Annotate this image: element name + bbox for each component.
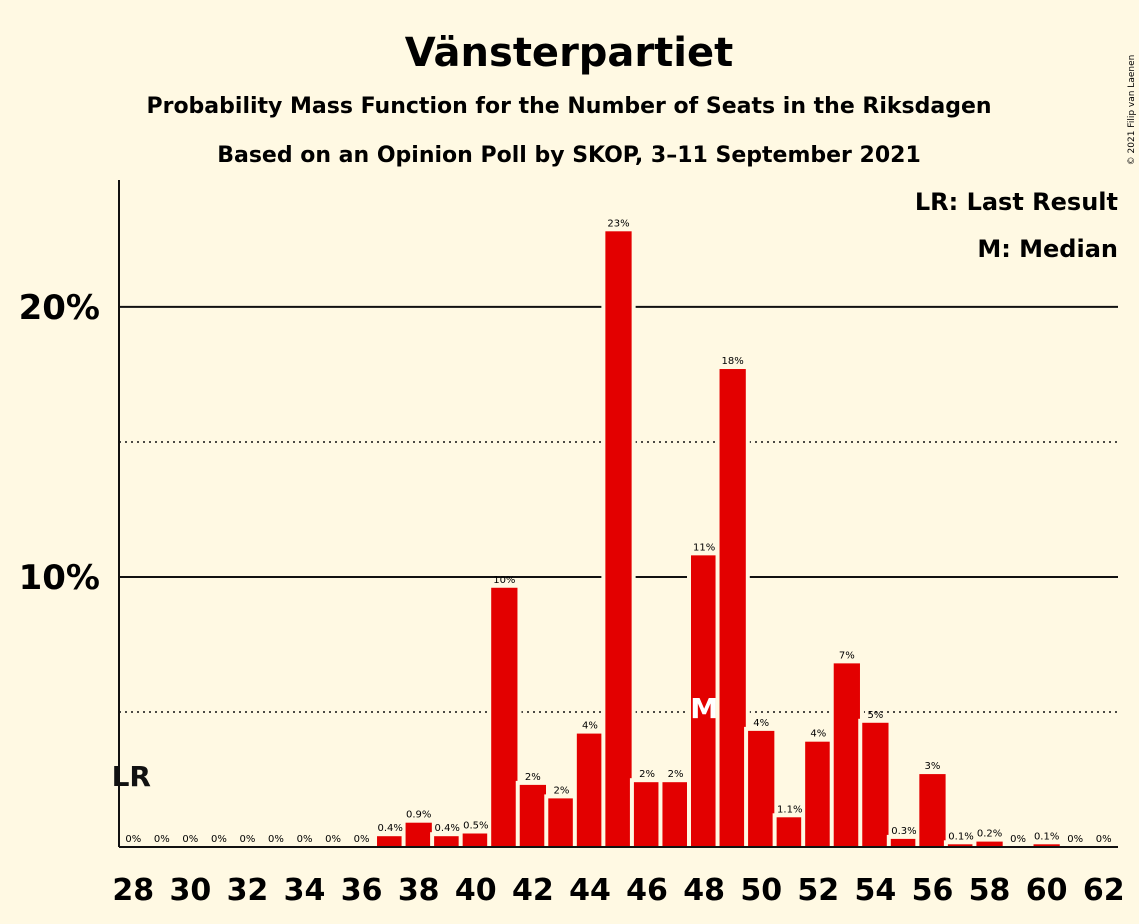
value-label: 0% — [182, 834, 198, 845]
copyright-text: © 2021 Filip van Laenen — [1127, 55, 1137, 166]
x-tick-label: 32 — [227, 873, 269, 908]
x-tick-label: 48 — [683, 873, 725, 908]
bar-gap — [943, 840, 979, 847]
value-label: 0.3% — [891, 826, 916, 837]
x-tick-label: 60 — [1026, 873, 1068, 908]
bar-seat-56 — [919, 774, 946, 847]
legend-last-result: LR: Last Result — [915, 188, 1118, 216]
bar-gap — [1029, 840, 1064, 847]
value-label: 0% — [354, 834, 370, 845]
x-tick-label: 54 — [855, 873, 897, 908]
x-tick-label: 42 — [512, 873, 554, 908]
chart-title: Vänsterpartiet — [405, 30, 733, 76]
value-label: 5% — [867, 710, 883, 721]
x-tick-label: 50 — [740, 873, 782, 908]
x-tick-label: 46 — [626, 873, 668, 908]
bar-seat-46 — [633, 782, 661, 847]
value-label: 18% — [722, 356, 744, 367]
bar-seat-51 — [776, 817, 803, 847]
x-tick-label: 38 — [398, 873, 440, 908]
bar-seat-38 — [405, 822, 432, 847]
value-label: 1.1% — [777, 804, 802, 815]
bar-seat-55 — [890, 838, 918, 847]
x-tick-label: 52 — [797, 873, 839, 908]
value-label: 0% — [1010, 834, 1026, 845]
value-label: 0.1% — [948, 831, 973, 842]
value-label: 2% — [639, 769, 655, 780]
last-result-marker: LR — [112, 760, 151, 793]
legend-median: M: Median — [977, 235, 1118, 263]
value-label: 0.1% — [1034, 831, 1059, 842]
bar-seat-41 — [491, 587, 518, 847]
value-label: 2% — [553, 785, 569, 796]
x-tick-label: 40 — [455, 873, 497, 908]
value-label: 3% — [925, 761, 941, 772]
x-tick-label: 58 — [969, 873, 1011, 908]
value-label: 0% — [125, 834, 141, 845]
bar-seat-44 — [576, 733, 604, 847]
bar-seat-53 — [833, 663, 860, 847]
value-label: 23% — [607, 218, 629, 229]
y-tick-label: 20% — [19, 288, 100, 328]
value-label: 0.4% — [435, 823, 460, 834]
bar-seat-58 — [976, 841, 1003, 847]
value-label: 2% — [525, 772, 541, 783]
bar-seat-48 — [690, 555, 718, 847]
x-tick-label: 34 — [284, 873, 326, 908]
bars — [373, 227, 1064, 848]
value-label: 0.4% — [377, 823, 402, 834]
value-label: 0% — [297, 834, 313, 845]
x-tick-label: 56 — [912, 873, 954, 908]
x-tick-label: 28 — [112, 873, 154, 908]
value-label: 7% — [839, 650, 855, 661]
value-label: 4% — [753, 718, 769, 729]
value-label: 0% — [268, 834, 284, 845]
value-label: 4% — [810, 729, 826, 740]
value-label: 0.5% — [463, 820, 488, 831]
bar-seat-40 — [462, 833, 489, 847]
x-tick-label: 36 — [341, 873, 383, 908]
bar-seat-43 — [548, 798, 575, 847]
value-label: 0% — [1067, 834, 1083, 845]
value-label: 0% — [240, 834, 256, 845]
value-labels: 0% 0% 0% 0% 0% 0% 0% 0% 0%0.4%0.9%0.4% 0.5%10%2%2… — [112, 218, 1112, 845]
value-label: 2% — [668, 769, 684, 780]
bar-seat-57 — [947, 844, 975, 847]
chart-subtitle: Probability Mass Function for the Number… — [146, 94, 991, 119]
value-label: 0% — [325, 834, 341, 845]
bar-seat-52 — [805, 741, 832, 847]
bar-seat-37 — [377, 836, 404, 847]
bar-seat-50 — [748, 730, 775, 847]
value-label: 0% — [154, 834, 170, 845]
value-label: 0.2% — [977, 829, 1002, 840]
y-tick-label: 10% — [19, 558, 100, 598]
value-label: 4% — [582, 721, 598, 732]
x-tick-label: 62 — [1083, 873, 1125, 908]
value-label: 10% — [493, 575, 515, 586]
bar-seat-47 — [662, 782, 689, 847]
axes: 10% 20% 28 30 32 34 36 38 40 42 44 46 48 50 52 54 56 58 60… — [19, 180, 1125, 908]
bar-seat-49 — [719, 369, 746, 847]
value-label: 0.9% — [406, 810, 431, 821]
x-tick-label: 44 — [569, 873, 611, 908]
bar-seat-45 — [605, 231, 632, 848]
bar-seat-42 — [519, 784, 547, 847]
value-label: 0% — [1096, 834, 1112, 845]
chart-subtitle-2: Based on an Opinion Poll by SKOP, 3–11 S… — [217, 143, 921, 168]
value-label: 11% — [693, 542, 715, 553]
value-label: 0% — [211, 834, 227, 845]
bar-seat-39 — [434, 836, 461, 847]
x-tick-label: 30 — [169, 873, 211, 908]
bar-seat-54 — [862, 722, 889, 847]
bar-seat-60 — [1033, 844, 1060, 847]
median-marker: M — [690, 692, 718, 725]
